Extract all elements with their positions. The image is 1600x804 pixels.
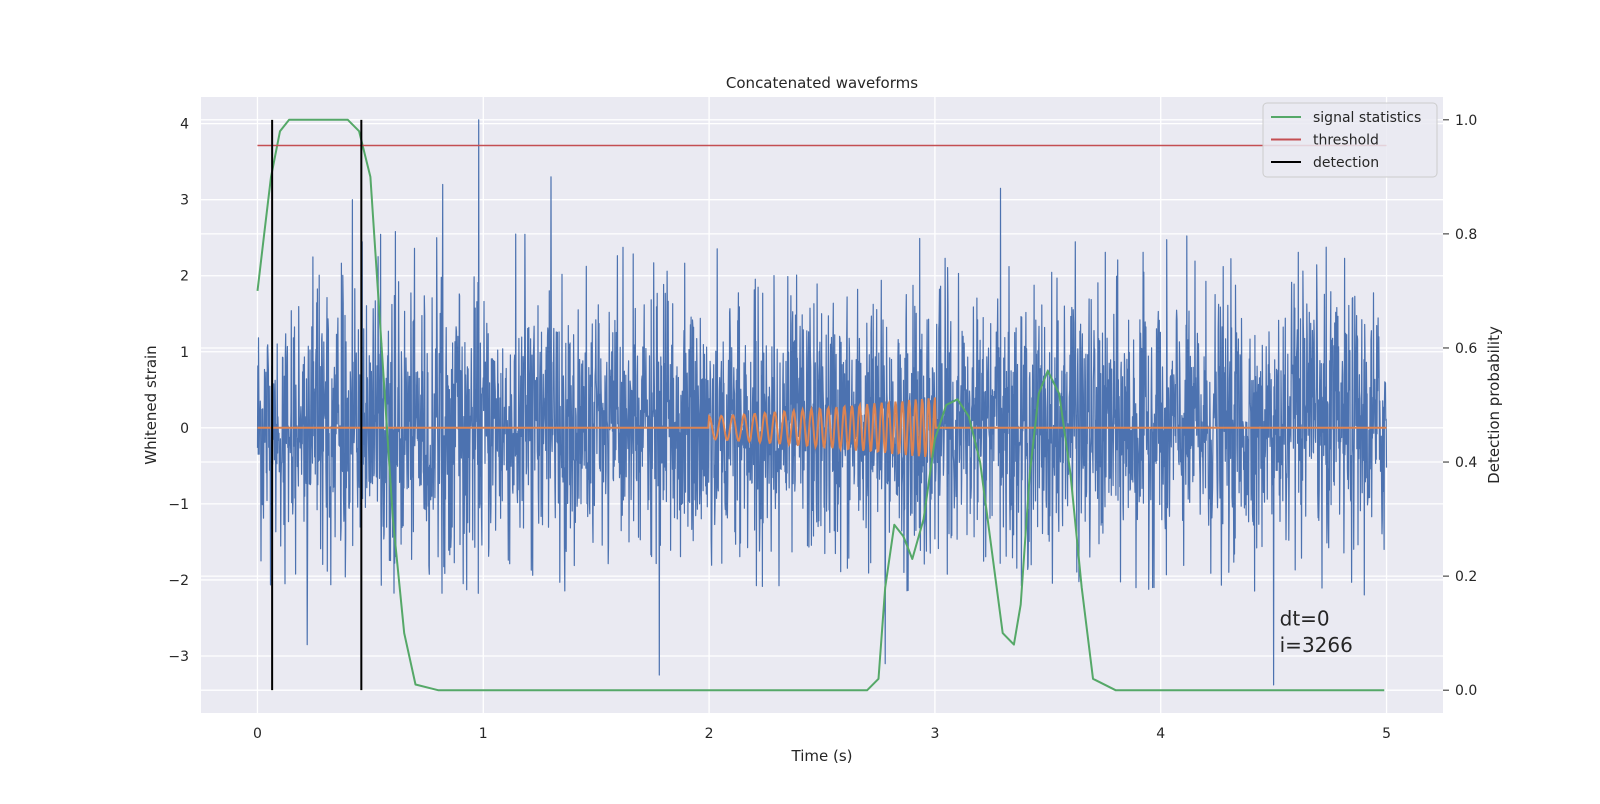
y-tick-label-left: 0 [180, 421, 189, 437]
signal-statistics-series [256, 118, 1385, 692]
x-axis-label: Time (s) [791, 747, 853, 765]
y-axis-label-right: Detection probability [1485, 326, 1503, 484]
y-axis-label-left: Whitened strain [142, 345, 160, 464]
y-tick-label-left: 2 [180, 269, 189, 285]
x-tick-label: 5 [1382, 726, 1391, 742]
legend: signal statistics threshold detection [1262, 102, 1438, 178]
annotations: dt=0i=3266 [1280, 607, 1353, 658]
x-tick-label: 2 [705, 726, 714, 742]
chart-title: Concatenated waveforms [726, 74, 918, 92]
legend-label: detection [1313, 155, 1379, 171]
detection-series [271, 119, 363, 691]
y-tick-label-right: 0.4 [1455, 455, 1477, 471]
x-tick-label: 1 [479, 726, 488, 742]
x-tick-label: 3 [930, 726, 939, 742]
legend-label: signal statistics [1313, 110, 1421, 126]
y-tick-label-right: 0.2 [1455, 569, 1477, 585]
y-tick-label-left: −1 [168, 497, 189, 513]
injected-chirp-series [257, 397, 1387, 458]
annotation-text: dt=0 [1280, 607, 1330, 631]
y-tick-label-right: 0.6 [1455, 341, 1477, 357]
x-tick-label: 4 [1156, 726, 1165, 742]
x-tick-label: 0 [253, 726, 262, 742]
y-tick-label-right: 1.0 [1455, 113, 1477, 129]
y-tick-label-left: 4 [180, 117, 189, 133]
whitened-strain-line [256, 119, 1388, 686]
y-tick-label-left: −3 [168, 649, 189, 665]
injected-chirp-line [257, 397, 1387, 458]
whitened-strain-series [256, 119, 1388, 686]
y-tick-label-right: 0.8 [1455, 227, 1477, 243]
axis-ticks: 0 1 2 3 4 5 −3 −2 −1 0 1 2 3 4 0.0 0.2 0.4 0.6 0.8 1.0 [168, 113, 1477, 742]
annotation-text: i=3266 [1280, 633, 1353, 657]
signal-statistics-line [256, 118, 1385, 692]
y-tick-label-left: 1 [180, 345, 189, 361]
legend-box [1262, 102, 1438, 178]
y-tick-label-left: 3 [180, 193, 189, 209]
y-tick-label-left: −2 [168, 573, 189, 589]
y-tick-label-right: 0.0 [1455, 683, 1477, 699]
legend-label: threshold [1313, 133, 1379, 149]
